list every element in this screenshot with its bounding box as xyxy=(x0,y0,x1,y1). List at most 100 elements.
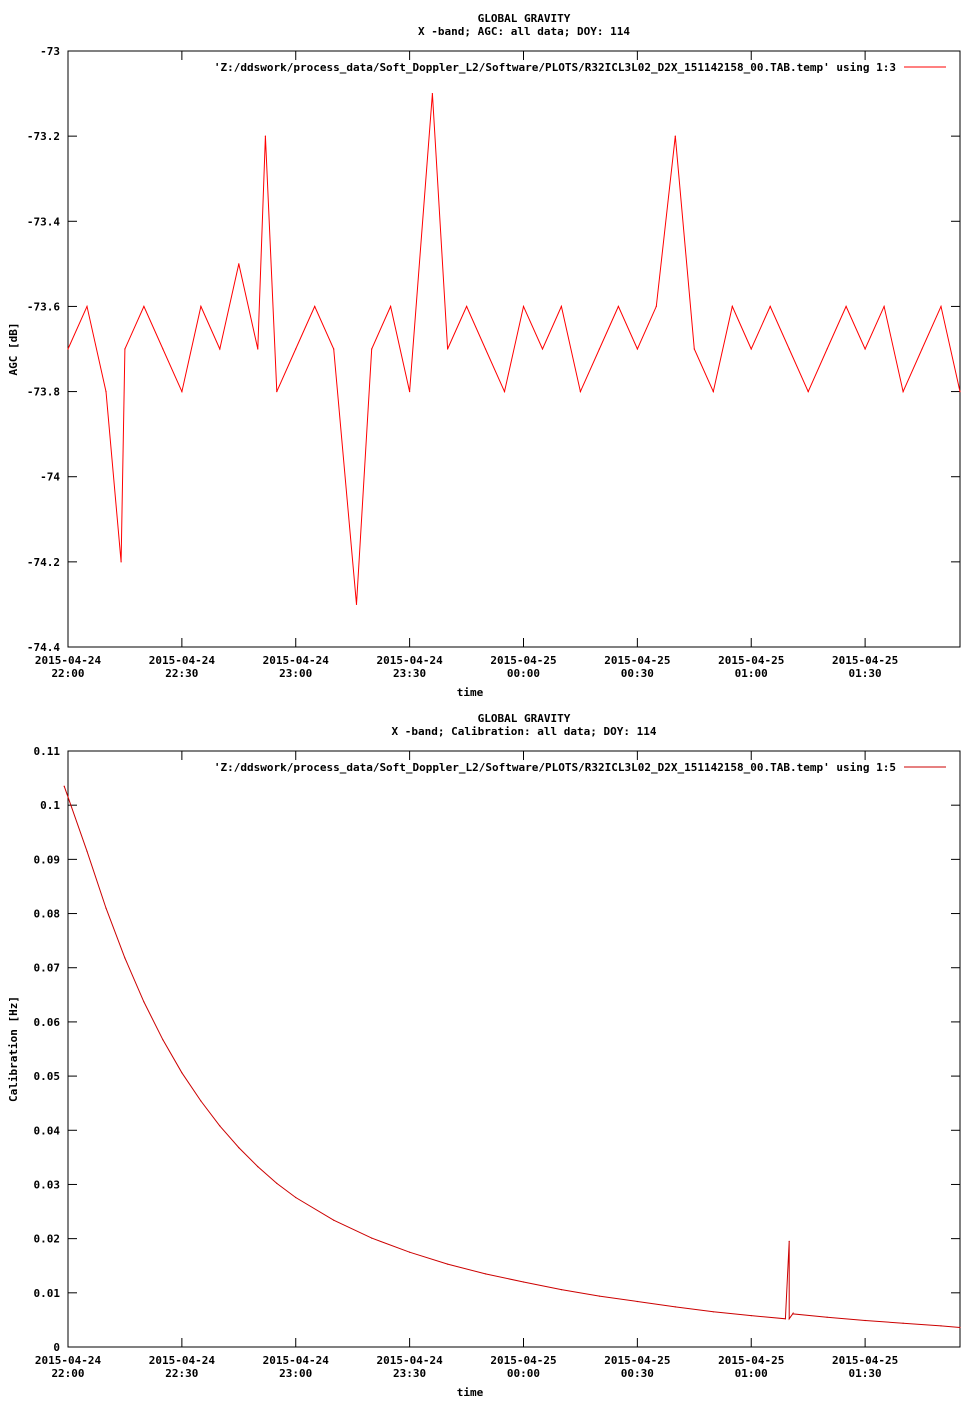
series-line xyxy=(67,93,961,605)
x-tick-date: 2015-04-24 xyxy=(376,654,443,667)
data-point xyxy=(712,391,714,393)
data-point xyxy=(431,93,433,95)
x-tick-date: 2015-04-25 xyxy=(490,1354,556,1367)
data-point xyxy=(940,305,942,307)
data-point xyxy=(636,1300,639,1303)
data-point xyxy=(788,1240,790,1242)
data-point xyxy=(238,263,240,265)
x-tick-date: 2015-04-25 xyxy=(490,654,556,667)
data-point xyxy=(693,348,695,350)
chart-title: GLOBAL GRAVITY xyxy=(478,12,571,25)
data-point xyxy=(617,305,620,307)
y-axis-label: AGC [dB] xyxy=(7,323,20,376)
data-point xyxy=(750,348,752,350)
data-point xyxy=(826,1316,828,1318)
data-point xyxy=(959,391,961,393)
data-point xyxy=(219,1125,221,1127)
x-tick-date: 2015-04-24 xyxy=(149,1354,216,1367)
y-axis-label: Calibration [Hz] xyxy=(7,996,20,1102)
data-point xyxy=(598,1295,601,1297)
data-point xyxy=(484,348,487,350)
y-tick-label: -73.4 xyxy=(27,215,60,228)
data-point xyxy=(636,348,639,350)
data-point xyxy=(560,1289,563,1291)
x-tick-time: 01:30 xyxy=(849,667,882,680)
data-point xyxy=(276,1182,278,1184)
y-tick-label: -73.6 xyxy=(27,300,60,313)
data-point xyxy=(788,1318,790,1320)
y-tick-label: 0.03 xyxy=(34,1178,61,1191)
data-point xyxy=(712,1311,714,1313)
data-point xyxy=(124,348,126,350)
y-tick-label: 0.09 xyxy=(34,853,61,866)
data-point xyxy=(788,348,790,350)
data-point xyxy=(674,135,676,137)
data-point xyxy=(371,348,373,350)
x-axis-label: time xyxy=(457,1386,484,1399)
data-point xyxy=(162,348,164,350)
y-tick-label: 0.06 xyxy=(34,1016,61,1029)
x-tick-time: 01:00 xyxy=(735,1367,768,1380)
x-tick-date: 2015-04-24 xyxy=(263,654,330,667)
x-tick-date: 2015-04-24 xyxy=(35,1354,102,1367)
data-point xyxy=(86,305,88,307)
data-point xyxy=(371,1237,373,1239)
x-tick-time: 23:00 xyxy=(279,1367,312,1380)
data-point xyxy=(143,1001,145,1003)
y-tick-label: 0.08 xyxy=(34,908,61,921)
data-point xyxy=(864,1319,866,1322)
data-point xyxy=(807,391,809,393)
data-point xyxy=(257,1166,259,1168)
data-point xyxy=(276,391,278,393)
y-tick-label: 0.05 xyxy=(34,1070,61,1083)
data-point xyxy=(750,1315,752,1317)
data-point xyxy=(238,1147,240,1149)
chart-subtitle: X -band; Calibration: all data; DOY: 114 xyxy=(392,725,657,738)
data-point xyxy=(162,1039,164,1041)
data-point xyxy=(484,1273,487,1275)
legend-label: 'Z:/ddswork/process_data/Soft_Doppler_L2… xyxy=(214,61,896,74)
x-tick-date: 2015-04-24 xyxy=(263,1354,330,1367)
plot-frame xyxy=(67,750,961,1348)
data-point xyxy=(200,1100,202,1102)
x-tick-time: 00:30 xyxy=(621,667,654,680)
data-point xyxy=(598,348,601,350)
data-point xyxy=(63,785,65,787)
y-tick-label: -74.2 xyxy=(27,556,60,569)
data-point xyxy=(143,305,145,307)
data-point xyxy=(522,305,525,307)
data-point xyxy=(333,1219,335,1221)
data-point xyxy=(295,1196,297,1199)
data-point xyxy=(784,1318,787,1320)
data-point xyxy=(333,348,335,350)
x-tick-time: 01:30 xyxy=(849,1367,882,1380)
x-tick-time: 00:00 xyxy=(507,667,540,680)
data-point xyxy=(181,1072,183,1074)
data-point xyxy=(67,348,69,350)
series-line xyxy=(63,786,961,1328)
data-point xyxy=(579,391,582,393)
x-tick-time: 23:00 xyxy=(279,667,312,680)
x-tick-date: 2015-04-24 xyxy=(376,1354,443,1367)
data-point xyxy=(731,305,733,307)
x-tick-time: 22:00 xyxy=(51,667,84,680)
chart-title: GLOBAL GRAVITY xyxy=(478,712,571,725)
y-tick-label: -74.4 xyxy=(27,641,60,654)
x-tick-date: 2015-04-25 xyxy=(718,654,784,667)
data-point xyxy=(769,305,771,307)
x-tick-date: 2015-04-25 xyxy=(604,1354,670,1367)
x-axis-label: time xyxy=(457,686,484,699)
y-tick-label: 0.07 xyxy=(34,962,61,975)
data-point xyxy=(541,348,544,350)
y-tick-label: -73 xyxy=(40,45,60,58)
data-point xyxy=(447,1263,449,1265)
y-tick-label: -74 xyxy=(40,471,60,484)
x-tick-date: 2015-04-25 xyxy=(718,1354,784,1367)
data-point xyxy=(883,305,885,307)
data-point xyxy=(409,1251,411,1253)
x-tick-date: 2015-04-25 xyxy=(832,654,898,667)
chart-subtitle: X -band; AGC: all data; DOY: 114 xyxy=(418,25,630,38)
data-point xyxy=(120,561,122,563)
data-point xyxy=(105,907,107,909)
